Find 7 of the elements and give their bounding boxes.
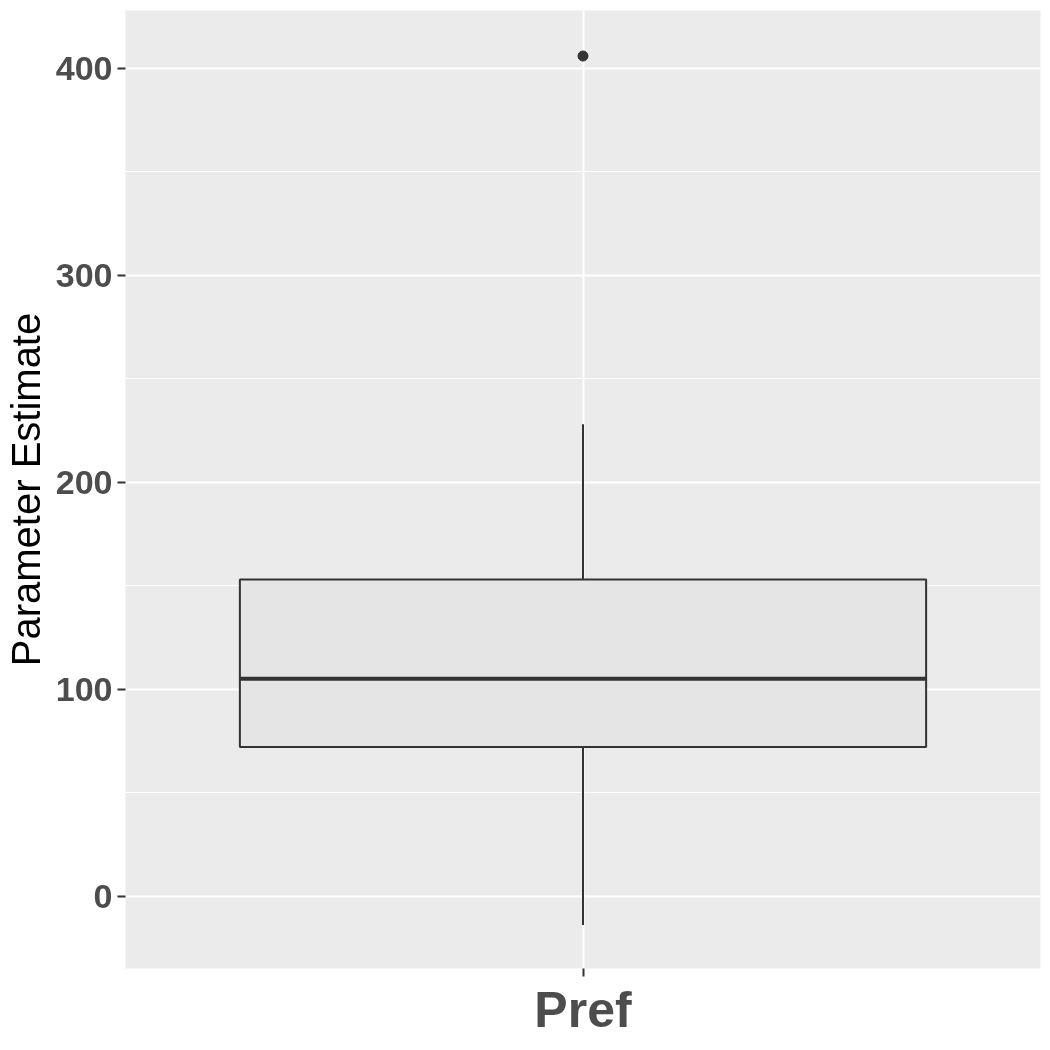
- x-tick-label: Pref: [534, 981, 632, 1038]
- y-tick-label: 100: [55, 669, 113, 708]
- y-tick-label: 0: [93, 876, 113, 915]
- y-axis-title: Parameter Estimate: [3, 312, 48, 667]
- y-tick-label: 400: [55, 48, 113, 87]
- y-tick-label: 200: [55, 462, 113, 501]
- y-tick-label: 300: [55, 255, 113, 294]
